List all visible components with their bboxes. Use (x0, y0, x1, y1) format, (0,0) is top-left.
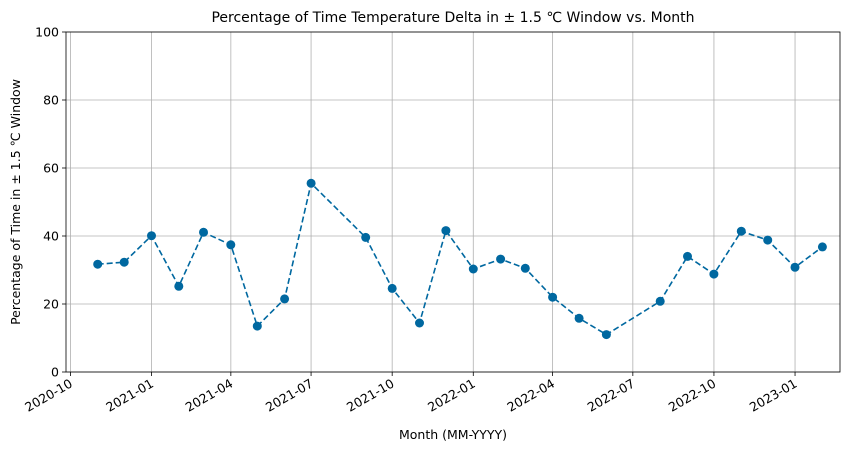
x-tick-label: 2023-01 (747, 376, 800, 415)
data-point (119, 257, 129, 267)
data-point (655, 296, 665, 306)
x-tick-label: 2022-04 (504, 376, 557, 415)
x-axis-label: Month (MM-YYYY) (399, 427, 507, 442)
x-tick-label: 2022-01 (425, 376, 478, 415)
data-point (306, 178, 316, 188)
y-tick-label: 20 (43, 297, 59, 312)
data-point (174, 281, 184, 291)
x-tick-label: 2022-10 (666, 376, 719, 415)
x-tick-label: 2022-07 (585, 376, 638, 415)
data-point (280, 294, 290, 304)
data-point (387, 283, 397, 293)
data-point (817, 242, 827, 252)
series-line (97, 181, 823, 336)
data-point (199, 227, 208, 237)
data-point (548, 292, 558, 302)
data-point (415, 318, 424, 328)
data-point (790, 262, 800, 272)
data-point (496, 254, 506, 264)
data-point (468, 264, 478, 274)
x-tick-label: 2021-01 (103, 376, 156, 415)
data-point (736, 226, 746, 236)
chart-title: Percentage of Time Temperature Delta in … (211, 10, 694, 26)
y-tick-label: 40 (43, 229, 59, 244)
data-point (601, 330, 611, 340)
data-point (520, 263, 530, 273)
data-point (252, 321, 262, 331)
x-tick-label: 2020-10 (22, 376, 75, 415)
y-tick-label: 0 (51, 365, 59, 380)
plot-frame (65, 31, 841, 373)
data-point (226, 240, 236, 250)
data-point (763, 235, 773, 245)
data-point (709, 269, 719, 279)
data-point (683, 251, 692, 261)
y-tick-label: 100 (35, 25, 59, 40)
y-axis: 0 20 40 60 80 100 (35, 25, 66, 380)
y-axis-label: Percentage of Time in ± 1.5 ℃ Window (8, 79, 23, 325)
x-tick-label: 2021-07 (263, 376, 316, 415)
y-tick-label: 80 (43, 93, 59, 108)
x-tick-label: 2021-10 (344, 376, 397, 415)
grid (66, 31, 840, 373)
data-point (147, 231, 156, 241)
plot-area (93, 178, 827, 340)
x-tick-label: 2021-04 (183, 376, 236, 415)
x-axis: 2020-10 2021-01 2021-04 2021-07 2021-10 2022-… (22, 372, 800, 415)
y-tick-label: 60 (43, 161, 59, 176)
data-point (93, 259, 103, 269)
data-point (361, 232, 371, 242)
data-point (574, 313, 584, 323)
data-point (441, 226, 451, 236)
